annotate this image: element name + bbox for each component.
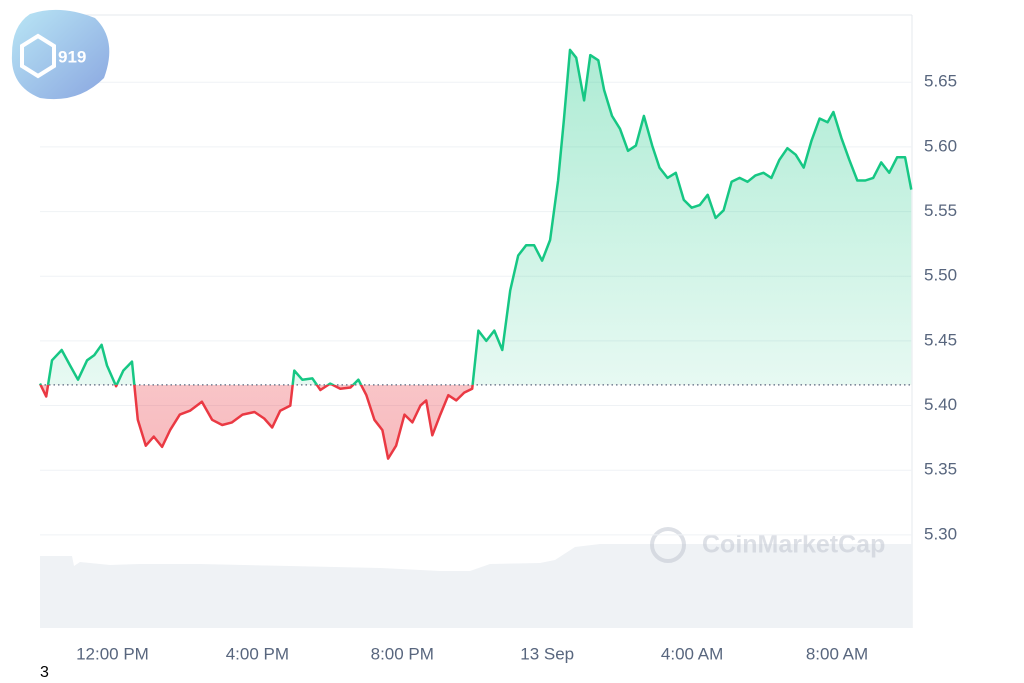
y-tick-label: 5.45 — [924, 330, 957, 349]
logo-text: 919 — [58, 47, 86, 66]
x-tick-label: 13 Sep — [520, 644, 574, 663]
y-tick-label: 5.30 — [924, 524, 957, 543]
area-up — [40, 49, 912, 385]
y-tick-label: 5.40 — [924, 395, 957, 414]
x-tick-label: 8:00 AM — [806, 644, 868, 663]
x-tick-label: 8:00 PM — [371, 644, 434, 663]
y-tick-label: 5.60 — [924, 136, 957, 155]
y-tick-label: 5.65 — [924, 72, 957, 91]
footnote: 3 — [40, 664, 49, 681]
price-line-down — [39, 384, 474, 460]
logo: 919 — [11, 9, 110, 100]
y-tick-label: 5.35 — [924, 460, 957, 479]
y-tick-label: 5.55 — [924, 201, 957, 220]
x-tick-label: 4:00 PM — [226, 644, 289, 663]
price-line-up — [38, 48, 913, 385]
logo-hexagon — [20, 33, 56, 79]
area-down — [40, 384, 473, 459]
plot — [38, 48, 913, 460]
x-tick-label: 4:00 AM — [661, 644, 723, 663]
watermark-icon — [650, 527, 686, 563]
x-tick-label: 12:00 PM — [76, 644, 149, 663]
volume-area — [40, 544, 912, 628]
y-tick-label: 5.50 — [924, 266, 957, 285]
